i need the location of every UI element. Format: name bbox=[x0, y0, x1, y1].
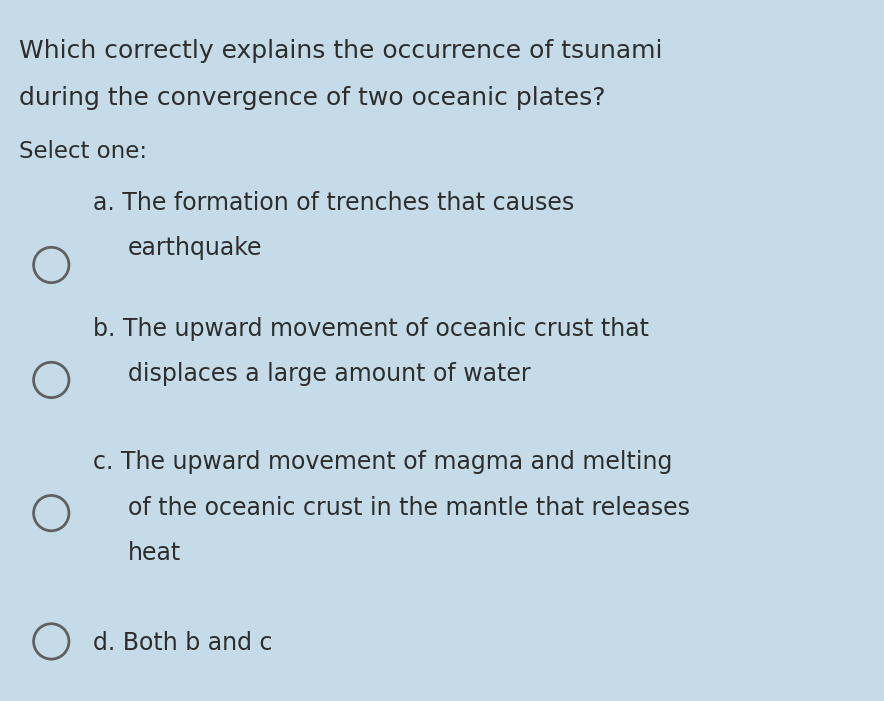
Text: d. Both b and c: d. Both b and c bbox=[93, 631, 272, 655]
Text: displaces a large amount of water: displaces a large amount of water bbox=[128, 362, 530, 386]
Text: c. The upward movement of magma and melting: c. The upward movement of magma and melt… bbox=[93, 450, 672, 474]
Text: heat: heat bbox=[128, 541, 181, 565]
Text: b. The upward movement of oceanic crust that: b. The upward movement of oceanic crust … bbox=[93, 317, 649, 341]
Text: Select one:: Select one: bbox=[19, 140, 148, 163]
Ellipse shape bbox=[34, 247, 69, 283]
Text: Which correctly explains the occurrence of tsunami: Which correctly explains the occurrence … bbox=[19, 39, 663, 62]
Ellipse shape bbox=[34, 624, 69, 659]
Text: during the convergence of two oceanic plates?: during the convergence of two oceanic pl… bbox=[19, 86, 606, 110]
Ellipse shape bbox=[34, 496, 69, 531]
Text: earthquake: earthquake bbox=[128, 236, 263, 260]
Text: a. The formation of trenches that causes: a. The formation of trenches that causes bbox=[93, 191, 574, 215]
Text: of the oceanic crust in the mantle that releases: of the oceanic crust in the mantle that … bbox=[128, 496, 690, 519]
Ellipse shape bbox=[34, 362, 69, 397]
